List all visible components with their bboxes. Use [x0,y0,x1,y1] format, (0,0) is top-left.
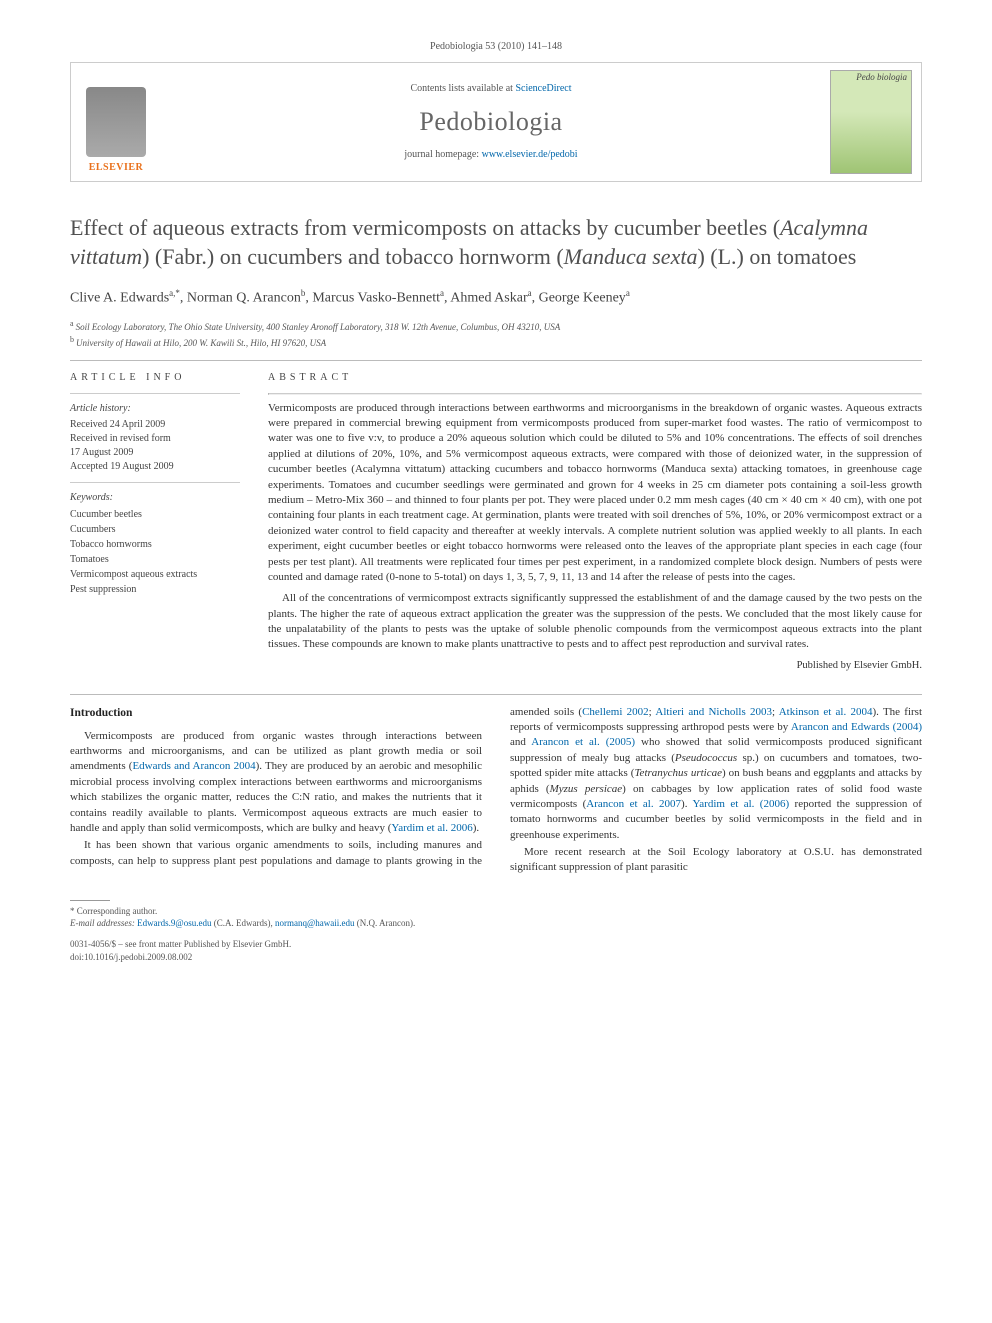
emails-label: E-mail addresses: [70,918,135,928]
abstract-p2: All of the concentrations of vermicompos… [268,591,922,653]
affiliation-b: bUniversity of Hawaii at Hilo, 200 W. Ka… [70,334,922,350]
authors-line: Clive A. Edwardsa,*, Norman Q. Aranconb,… [70,287,922,308]
doi-line: doi:10.1016/j.pedobi.2009.08.002 [70,951,479,964]
sciencedirect-link[interactable]: ScienceDirect [515,83,571,94]
keywords-list: Cucumber beetles Cucumbers Tobacco hornw… [70,507,240,597]
rule-bottom [70,694,922,695]
journal-name: Pedobiologia [419,104,562,140]
keyword: Tomatoes [70,552,240,567]
affiliation-a: aSoil Ecology Laboratory, The Ohio State… [70,318,922,334]
history-revised-1: Received in revised form [70,432,240,446]
email-person-1: (C.A. Edwards), [214,918,273,928]
keyword: Tobacco hornworms [70,537,240,552]
email-link-2[interactable]: normanq@hawaii.edu [275,918,355,928]
history-received: Received 24 April 2009 [70,418,240,432]
email-line: E-mail addresses: Edwards.9@osu.edu (C.A… [70,917,479,930]
history-revised-2: 17 August 2009 [70,446,240,460]
abstract-p1: Vermicomposts are produced through inter… [268,401,922,586]
homepage-line: journal homepage: www.elsevier.de/pedobi [404,148,577,162]
rule-top [70,360,922,361]
cover-title: Pedo biologia [856,73,907,82]
journal-cover-thumbnail: Pedo biologia [830,70,912,174]
abstract-rule [268,393,922,395]
footnote-rule [70,900,110,901]
issn-line: 0031-4056/$ – see front matter Published… [70,938,479,951]
running-head: Pedobiologia 53 (2010) 141–148 [70,40,922,54]
history-accepted: Accepted 19 August 2009 [70,460,240,474]
abstract-publisher-line: Published by Elsevier GmbH. [268,659,922,674]
banner-center: Contents lists available at ScienceDirec… [161,63,821,181]
journal-banner: ELSEVIER Contents lists available at Sci… [70,62,922,182]
body-columns: Introduction Vermicomposts are produced … [70,705,922,876]
cover-thumb-wrap: Pedo biologia [821,63,921,181]
abstract-column: ABSTRACT Vermicomposts are produced thro… [268,371,922,674]
publisher-logo-block: ELSEVIER [71,63,161,181]
affiliations: aSoil Ecology Laboratory, The Ohio State… [70,318,922,349]
history-label: Article history: [70,402,240,416]
email-person-2: (N.Q. Arancon). [357,918,415,928]
keyword: Cucumber beetles [70,507,240,522]
homepage-link[interactable]: www.elsevier.de/pedobi [482,149,578,160]
keyword: Pest suppression [70,582,240,597]
footnotes: * Corresponding author. E-mail addresses… [70,900,479,963]
contents-line: Contents lists available at ScienceDirec… [410,82,571,96]
info-rule-1 [70,393,240,394]
keyword: Vermicompost aqueous extracts [70,567,240,582]
article-info-heading: ARTICLE INFO [70,371,240,385]
corresponding-author: * Corresponding author. [70,905,479,918]
article-info-column: ARTICLE INFO Article history: Received 2… [70,371,240,674]
section-heading-introduction: Introduction [70,705,482,721]
article-title: Effect of aqueous extracts from vermicom… [70,214,922,271]
info-abstract-row: ARTICLE INFO Article history: Received 2… [70,371,922,674]
info-rule-2 [70,482,240,483]
homepage-prefix: journal homepage: [404,149,481,160]
publisher-name: ELSEVIER [89,161,144,175]
abstract-heading: ABSTRACT [268,371,922,385]
email-link-1[interactable]: Edwards.9@osu.edu [137,918,211,928]
keyword: Cucumbers [70,522,240,537]
keywords-label: Keywords: [70,491,240,505]
contents-prefix: Contents lists available at [410,83,515,94]
intro-p1: Vermicomposts are produced from organic … [70,729,482,837]
elsevier-tree-icon [86,87,146,157]
intro-p3: More recent research at the Soil Ecology… [510,845,922,876]
